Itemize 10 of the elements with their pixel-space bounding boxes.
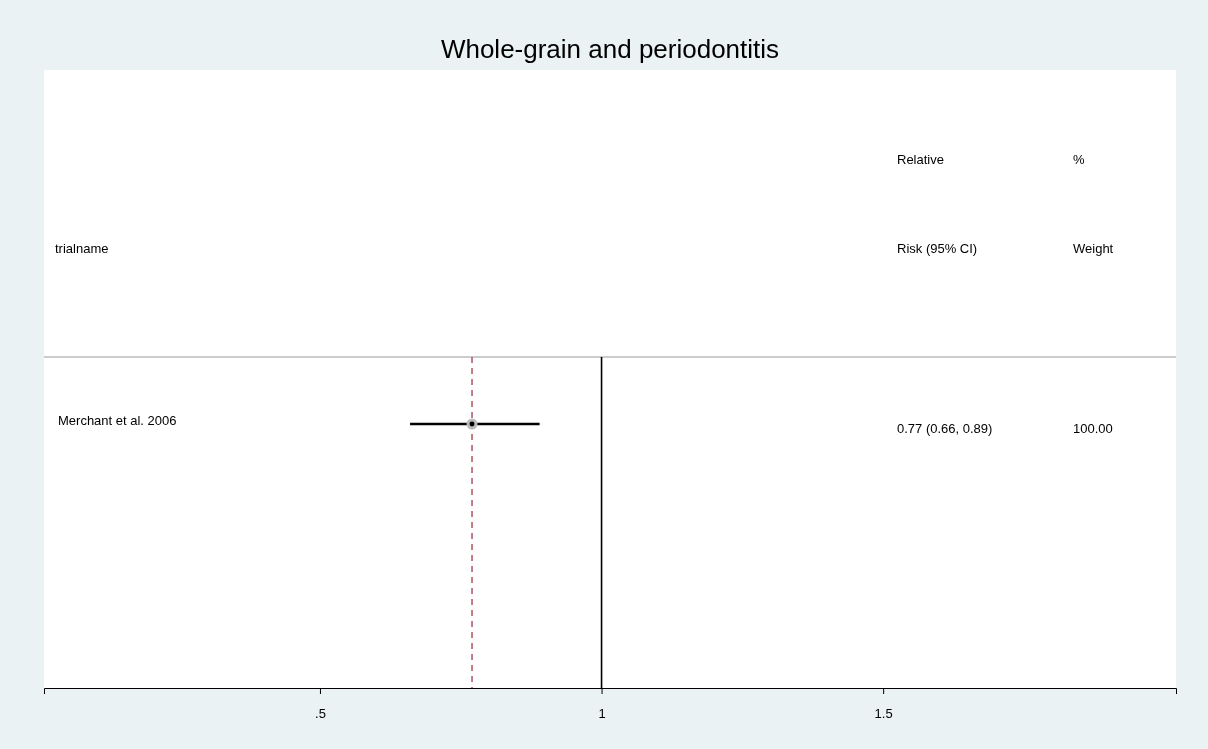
text: Relative Risk (95% CI): [897, 152, 978, 256]
text: % Weight: [1073, 152, 1114, 256]
annotation: 100.00: [1073, 421, 1113, 436]
chart-title: Whole-grain and periodontitis: [440, 34, 780, 64]
annotation: 0.77 (0.66, 0.89): [897, 421, 993, 436]
x-tick-label: .5: [315, 705, 326, 721]
y-tick-label: Merchant et al. 2006: [58, 413, 177, 428]
text: trialname: [55, 241, 109, 256]
x-tick-label: 1.5: [874, 705, 893, 721]
x-tick-label: 1: [598, 705, 606, 721]
